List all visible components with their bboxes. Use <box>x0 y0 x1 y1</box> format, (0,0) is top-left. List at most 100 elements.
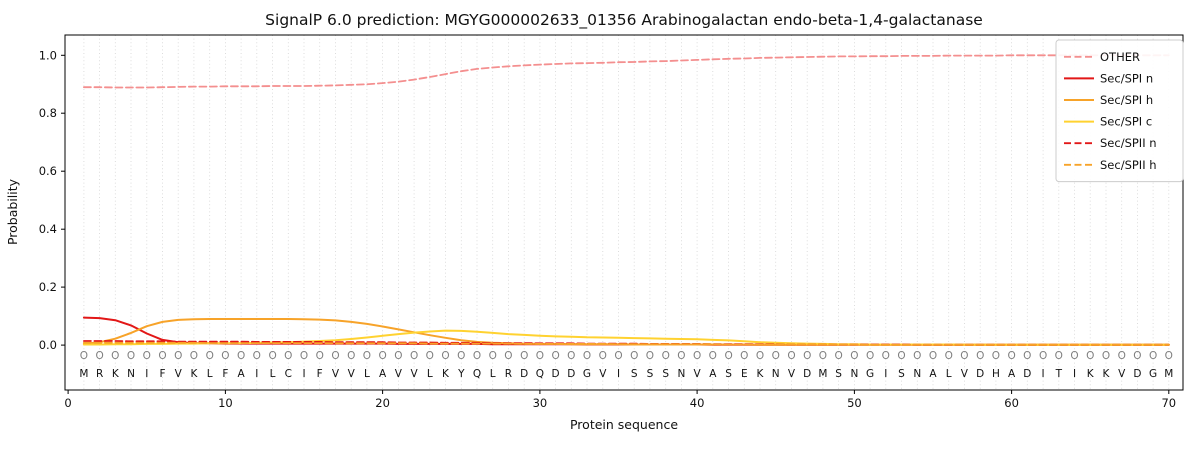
y-axis-label: Probability <box>5 178 20 245</box>
gridlines <box>83 35 1170 390</box>
residue-letter: S <box>631 368 638 380</box>
sequence-row: OMOROKONOIOFOVOKOLOFOAOIOLOCOIOFOVOVOLOA… <box>79 350 1173 380</box>
residue-letter: N <box>127 368 135 380</box>
pred-label-letter: O <box>646 350 654 362</box>
residue-letter: D <box>976 368 984 380</box>
residue-letter: K <box>1103 368 1111 380</box>
residue-letter: V <box>961 368 969 380</box>
pred-label-letter: O <box>1007 350 1015 362</box>
pred-label-letter: O <box>473 350 481 362</box>
residue-letter: V <box>175 368 183 380</box>
residue-letter: S <box>898 368 905 380</box>
residue-letter: M <box>1164 368 1173 380</box>
pred-label-letter: O <box>630 350 638 362</box>
x-tick-label: 20 <box>375 396 390 410</box>
legend-label: OTHER <box>1100 50 1140 64</box>
legend-label: Sec/SPI c <box>1100 115 1152 129</box>
pred-label-letter: O <box>976 350 984 362</box>
residue-letter: L <box>364 368 370 380</box>
pred-label-letter: O <box>740 350 748 362</box>
pred-label-letter: O <box>882 350 890 362</box>
residue-letter: L <box>270 368 276 380</box>
series-line-sec-spi-n <box>82 316 1170 346</box>
x-tick-label: 30 <box>533 396 548 410</box>
pred-label-letter: O <box>300 350 308 362</box>
pred-label-letter: O <box>567 350 575 362</box>
residue-letter: D <box>552 368 560 380</box>
pred-label-letter: O <box>992 350 1000 362</box>
residue-letter: S <box>725 368 732 380</box>
residue-letter: V <box>348 368 356 380</box>
axis-ticks: 0 10 20 30 40 50 60 70 0.0 0.2 0.4 0.6 0.8 1.0 <box>39 48 1176 410</box>
chart-title: SignalP 6.0 prediction: MGYG000002633_01… <box>265 11 983 30</box>
residue-letter: K <box>190 368 198 380</box>
residue-letter: S <box>647 368 654 380</box>
residue-letter: I <box>145 368 148 380</box>
residue-letter: I <box>1042 368 1045 380</box>
pred-label-letter: O <box>111 350 119 362</box>
x-tick-label: 50 <box>847 396 862 410</box>
pred-label-letter: O <box>190 350 198 362</box>
pred-label-letter: O <box>1023 350 1031 362</box>
residue-letter: R <box>505 368 512 380</box>
pred-label-letter: O <box>897 350 905 362</box>
pred-label-letter: O <box>489 350 497 362</box>
residue-letter: S <box>835 368 842 380</box>
x-tick-label: 10 <box>218 396 233 410</box>
residue-letter: G <box>1149 368 1157 380</box>
pred-label-letter: O <box>756 350 764 362</box>
residue-letter: D <box>803 368 811 380</box>
residue-letter: L <box>427 368 433 380</box>
residue-letter: L <box>207 368 213 380</box>
pred-label-letter: O <box>143 350 151 362</box>
residue-letter: V <box>599 368 607 380</box>
residue-letter: N <box>677 368 685 380</box>
pred-label-letter: O <box>253 350 261 362</box>
residue-letter: L <box>490 368 496 380</box>
residue-letter: I <box>884 368 887 380</box>
pred-label-letter: O <box>913 350 921 362</box>
pred-label-letter: O <box>1055 350 1063 362</box>
series-line-sec-spii-h <box>83 341 1170 346</box>
pred-label-letter: O <box>127 350 135 362</box>
pred-label-letter: O <box>1102 350 1110 362</box>
pred-label-letter: O <box>504 350 512 362</box>
residue-letter: D <box>1023 368 1031 380</box>
residue-letter: Q <box>473 368 481 380</box>
pred-label-letter: O <box>394 350 402 362</box>
pred-label-letter: O <box>1070 350 1078 362</box>
pred-label-letter: O <box>441 350 449 362</box>
pred-label-letter: O <box>536 350 544 362</box>
residue-letter: V <box>788 368 796 380</box>
residue-letter: G <box>583 368 591 380</box>
pred-label-letter: O <box>693 350 701 362</box>
pred-label-letter: O <box>614 350 622 362</box>
residue-letter: L <box>946 368 952 380</box>
pred-label-letter: O <box>520 350 528 362</box>
pred-label-letter: O <box>709 350 717 362</box>
residue-letter: Q <box>536 368 544 380</box>
pred-label-letter: O <box>677 350 685 362</box>
pred-label-letter: O <box>819 350 827 362</box>
pred-label-letter: O <box>1039 350 1047 362</box>
pred-label-letter: O <box>206 350 214 362</box>
pred-label-letter: O <box>316 350 324 362</box>
pred-label-letter: O <box>551 350 559 362</box>
residue-letter: K <box>1087 368 1095 380</box>
residue-letter: I <box>1073 368 1076 380</box>
residue-letter: A <box>709 368 717 380</box>
residue-letter: E <box>741 368 748 380</box>
residue-letter: F <box>159 368 165 380</box>
pred-label-letter: O <box>158 350 166 362</box>
residue-letter: N <box>913 368 921 380</box>
residue-letter: V <box>694 368 702 380</box>
residue-letter: I <box>302 368 305 380</box>
series-line-other <box>83 54 1170 89</box>
pred-label-letter: O <box>1118 350 1126 362</box>
residue-letter: A <box>238 368 246 380</box>
pred-label-letter: O <box>929 350 937 362</box>
residue-letter: D <box>567 368 575 380</box>
residue-letter: M <box>818 368 827 380</box>
legend-label: Sec/SPI n <box>1100 71 1153 85</box>
